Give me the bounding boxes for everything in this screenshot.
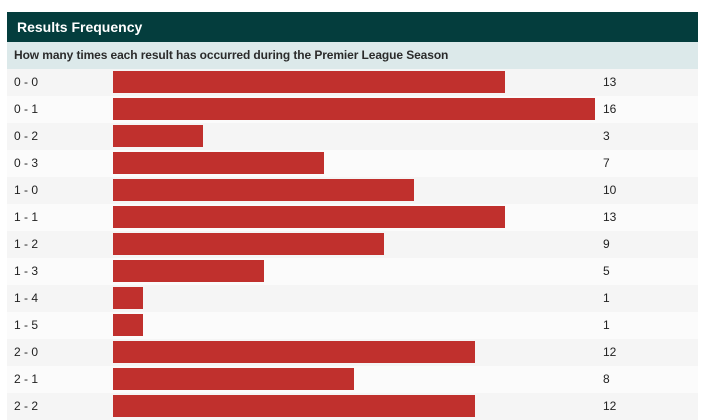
category-label: 1 - 5 xyxy=(14,318,39,332)
category-label: 0 - 2 xyxy=(14,129,39,143)
category-label: 2 - 0 xyxy=(14,345,39,359)
value-label: 13 xyxy=(603,210,617,224)
chart-row: 2 - 1 8 xyxy=(7,366,698,393)
chart-row: 1 - 5 1 xyxy=(7,312,698,339)
category-label: 2 - 2 xyxy=(14,399,39,413)
chart-row: 0 - 2 3 xyxy=(7,123,698,150)
value-label: 1 xyxy=(603,318,610,332)
category-label: 0 - 3 xyxy=(14,156,39,170)
category-label: 2 - 1 xyxy=(14,372,39,386)
bar xyxy=(113,260,264,282)
bar xyxy=(113,179,414,201)
bar xyxy=(113,287,143,309)
bar xyxy=(113,395,475,417)
value-label: 3 xyxy=(603,129,610,143)
chart-row: 1 - 2 9 xyxy=(7,231,698,258)
category-label: 1 - 3 xyxy=(14,264,39,278)
bar xyxy=(113,71,505,93)
bar xyxy=(113,152,324,174)
category-label: 1 - 2 xyxy=(14,237,39,251)
value-label: 1 xyxy=(603,291,610,305)
chart-row: 1 - 3 5 xyxy=(7,258,698,285)
chart-row: 1 - 1 13 xyxy=(7,204,698,231)
category-label: 0 - 0 xyxy=(14,75,39,89)
chart-row: 0 - 1 16 xyxy=(7,96,698,123)
bar xyxy=(113,98,595,120)
category-label: 1 - 1 xyxy=(14,210,39,224)
bar-chart: 0 - 0 13 0 - 1 16 0 - 2 3 0 - 3 7 1 - 0 10 1 - 1 13… xyxy=(7,69,698,420)
value-label: 9 xyxy=(603,237,610,251)
value-label: 16 xyxy=(603,102,617,116)
value-label: 8 xyxy=(603,372,610,386)
chart-row: 2 - 2 12 xyxy=(7,393,698,420)
value-label: 5 xyxy=(603,264,610,278)
bar xyxy=(113,314,143,336)
value-label: 13 xyxy=(603,75,617,89)
bar xyxy=(113,341,475,363)
results-frequency-widget: Results Frequency How many times each re… xyxy=(7,12,698,420)
category-label: 1 - 0 xyxy=(14,183,39,197)
category-label: 0 - 1 xyxy=(14,102,39,116)
chart-row: 1 - 4 1 xyxy=(7,285,698,312)
bar xyxy=(113,233,384,255)
widget-subtitle: How many times each result has occurred … xyxy=(7,42,698,69)
bar xyxy=(113,368,354,390)
bar xyxy=(113,125,203,147)
chart-row: 0 - 0 13 xyxy=(7,69,698,96)
value-label: 12 xyxy=(603,345,617,359)
value-label: 12 xyxy=(603,399,617,413)
chart-row: 0 - 3 7 xyxy=(7,150,698,177)
category-label: 1 - 4 xyxy=(14,291,39,305)
value-label: 10 xyxy=(603,183,617,197)
chart-row: 2 - 0 12 xyxy=(7,339,698,366)
bar xyxy=(113,206,505,228)
chart-row: 1 - 0 10 xyxy=(7,177,698,204)
widget-title: Results Frequency xyxy=(7,12,698,42)
value-label: 7 xyxy=(603,156,610,170)
